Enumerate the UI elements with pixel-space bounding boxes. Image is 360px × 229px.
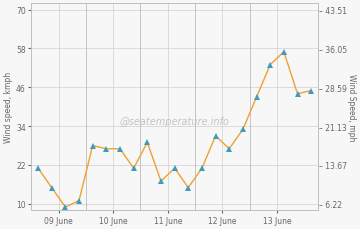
Y-axis label: Wind Speed, mph: Wind Speed, mph xyxy=(347,74,356,141)
Y-axis label: Wind speed, kmph: Wind speed, kmph xyxy=(4,72,13,143)
Text: @seatemperature.info: @seatemperature.info xyxy=(120,117,230,127)
